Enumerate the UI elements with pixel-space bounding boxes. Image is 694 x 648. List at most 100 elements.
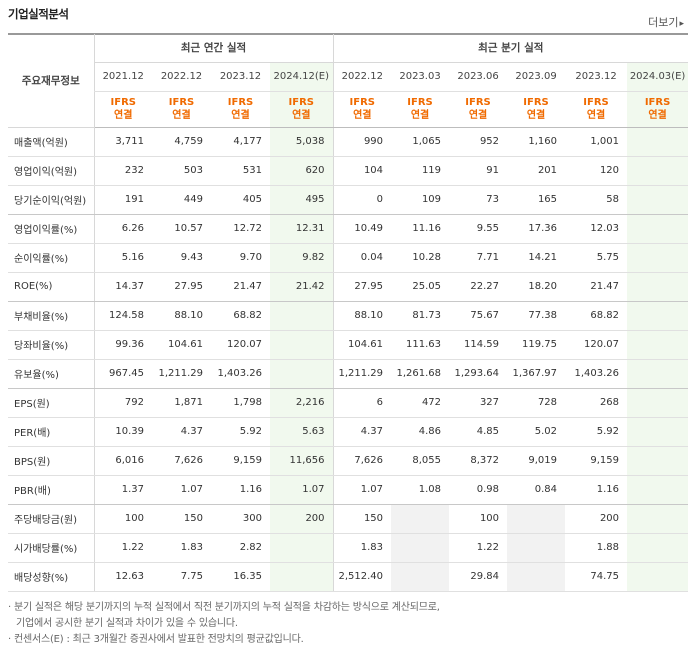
table-cell: 124.58 (93, 301, 152, 331)
table-cell: 2,216 (270, 388, 334, 418)
table-cell (627, 127, 689, 157)
row-label[interactable]: 영업이익률(%) (8, 214, 94, 244)
table-cell: 1.22 (93, 533, 152, 563)
table-cell (507, 533, 566, 563)
ifrs-standard: IFRS (583, 97, 609, 108)
row-label[interactable]: 당기순이익(억원) (8, 185, 94, 215)
row-label[interactable]: ROE(%) (8, 272, 94, 302)
row-label[interactable]: 매출액(억원) (8, 127, 94, 157)
row-label[interactable]: PBR(배) (8, 475, 94, 505)
row-label[interactable]: EPS(원) (8, 388, 94, 418)
table-cell: 9,159 (211, 446, 270, 476)
table-cell: 0.84 (507, 475, 566, 505)
row-label[interactable]: 영업이익(억원) (8, 156, 94, 186)
table-row: PER(배) 10.39 4.37 5.92 5.63 4.37 4.86 4.85 5.02 5… (8, 417, 689, 447)
table-cell: 4.37 (332, 417, 392, 447)
table-cell: 88.10 (332, 301, 392, 331)
table-row: 순이익률(%) 5.16 9.43 9.70 9.82 0.04 10.28 7.71 14.2… (8, 243, 689, 273)
table-row: 당기순이익(억원) 191 449 405 495 0 109 73 165 58 (8, 185, 689, 215)
table-cell: 449 (152, 185, 211, 215)
table-cell: 73 (449, 185, 508, 215)
footnote-1: · 분기 실적은 해당 분기까지의 누적 실적에서 직전 분기까지의 누적 실적… (8, 602, 440, 613)
more-label: 더보기 (648, 16, 679, 29)
table-cell: 11.16 (391, 214, 450, 244)
row-label[interactable]: 시가배당률(%) (8, 533, 94, 563)
table-cell: 81.73 (391, 301, 450, 331)
table-cell: 1,211.29 (152, 359, 211, 389)
table-cell (627, 185, 689, 215)
row-label[interactable]: PER(배) (8, 417, 94, 447)
table-cell: 1,403.26 (211, 359, 270, 389)
table-cell (391, 562, 450, 592)
table-cell: 10.39 (93, 417, 152, 447)
ifrs-consolidated: 연결 (353, 110, 372, 121)
table-cell: 9,159 (565, 446, 628, 476)
table-cell: 7,626 (332, 446, 392, 476)
table-cell: 5.75 (565, 243, 628, 273)
ifrs-label: IFRS 연결 (93, 91, 152, 128)
table-row: 영업이익률(%) 6.26 10.57 12.72 12.31 10.49 11.16 9.5… (8, 214, 689, 244)
table-row: BPS(원) 6,016 7,626 9,159 11,656 7,626 8,055 8,3… (8, 446, 689, 476)
row-label[interactable]: 순이익률(%) (8, 243, 94, 273)
period-header: 2023.06 (449, 62, 508, 92)
row-label[interactable]: 유보율(%) (8, 359, 94, 389)
table-cell (627, 446, 689, 476)
table-row: PBR(배) 1.37 1.07 1.16 1.07 1.07 1.08 0.98 0.84 1.… (8, 475, 689, 505)
table-cell: 10.49 (332, 214, 392, 244)
table-cell: 1.07 (152, 475, 211, 505)
table-cell: 12.31 (270, 214, 334, 244)
table-cell: 6.26 (93, 214, 152, 244)
row-label[interactable]: 부채비율(%) (8, 301, 94, 331)
table-cell: 495 (270, 185, 334, 215)
ifrs-standard: IFRS (227, 97, 254, 108)
table-cell (391, 504, 450, 534)
row-label[interactable]: BPS(원) (8, 446, 94, 476)
table-cell: 620 (270, 156, 334, 186)
table-cell: 201 (507, 156, 566, 186)
ifrs-label: IFRS 연결 (211, 91, 270, 128)
table-cell (627, 504, 689, 534)
table-cell: 4.37 (152, 417, 211, 447)
table-row: 주당배당금(원) 100 150 300 200 150 100 200 (8, 504, 689, 534)
row-label[interactable]: 당좌비율(%) (8, 330, 94, 360)
more-link[interactable]: 더보기▸ (648, 14, 684, 30)
table-cell: 405 (211, 185, 270, 215)
table-cell: 7,626 (152, 446, 211, 476)
table-cell: 10.57 (152, 214, 211, 244)
table-cell: 503 (152, 156, 211, 186)
ifrs-standard: IFRS (407, 97, 433, 108)
ifrs-consolidated: 연결 (648, 110, 667, 121)
ifrs-consolidated: 연결 (468, 110, 488, 121)
period-header: 2024.12(E) (270, 62, 334, 92)
ifrs-label: IFRS 연결 (152, 91, 211, 128)
period-header: 2023.03 (391, 62, 450, 92)
table-cell: 8,372 (449, 446, 508, 476)
table-cell: 5.63 (270, 417, 334, 447)
table-cell: 9,019 (507, 446, 566, 476)
table-row: 매출액(억원) 3,711 4,759 4,177 5,038 990 1,065 952 1,… (8, 127, 689, 157)
table-row: EPS(원) 792 1,871 1,798 2,216 6 472 327 728 268 (8, 388, 689, 418)
table-cell: 728 (507, 388, 566, 418)
ifrs-standard: IFRS (349, 97, 376, 108)
table-cell: 1,871 (152, 388, 211, 418)
table-cell: 300 (211, 504, 270, 534)
table-cell: 7.75 (152, 562, 211, 592)
table-cell: 165 (507, 185, 566, 215)
row-label[interactable]: 배당성향(%) (8, 562, 94, 592)
ifrs-consolidated: 연결 (292, 110, 311, 121)
ifrs-consolidated: 연결 (114, 110, 133, 121)
table-cell: 74.75 (565, 562, 628, 592)
table-cell: 952 (449, 127, 508, 157)
table-cell: 1.37 (93, 475, 152, 505)
chevron-right-icon: ▸ (679, 19, 684, 29)
row-label[interactable]: 주당배당금(원) (8, 504, 94, 534)
table-cell: 18.20 (507, 272, 566, 302)
ifrs-label: IFRS 연결 (507, 91, 566, 128)
ifrs-standard: IFRS (523, 97, 549, 108)
table-cell: 91 (449, 156, 508, 186)
ifrs-consolidated: 연결 (526, 110, 546, 121)
table-cell: 1,367.97 (507, 359, 566, 389)
table-cell: 5,038 (270, 127, 334, 157)
period-header: 2023.12 (565, 62, 628, 92)
table-cell: 21.42 (270, 272, 334, 302)
